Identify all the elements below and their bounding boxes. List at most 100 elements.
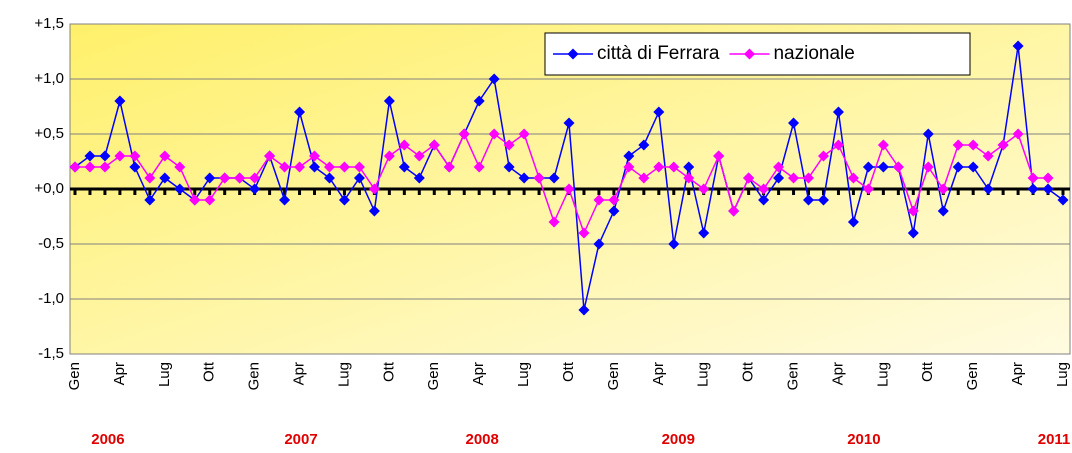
data-point xyxy=(1027,183,1039,195)
data-point xyxy=(788,172,800,184)
x-tick-label: Lug xyxy=(156,362,173,387)
data-point xyxy=(204,172,216,184)
x-tick-label: Lug xyxy=(335,362,352,387)
data-point xyxy=(653,161,665,173)
data-point xyxy=(533,172,545,184)
data-point xyxy=(323,161,335,173)
x-tick-label: Ott xyxy=(380,361,397,382)
data-point xyxy=(1027,172,1039,184)
data-point xyxy=(982,150,994,162)
data-point xyxy=(353,161,365,173)
data-point xyxy=(473,95,485,107)
data-point xyxy=(937,183,949,195)
x-tick-label: Lug xyxy=(515,362,532,387)
x-tick-label: Gen xyxy=(246,362,263,390)
data-point xyxy=(398,139,410,151)
data-point xyxy=(518,128,530,140)
data-point xyxy=(294,161,306,173)
data-point xyxy=(803,172,815,184)
data-point xyxy=(383,150,395,162)
x-tick-label: Lug xyxy=(695,362,712,387)
data-point xyxy=(309,161,321,173)
data-point xyxy=(1012,128,1024,140)
x-tick-label: Apr xyxy=(111,362,128,385)
data-point xyxy=(683,161,695,173)
data-point xyxy=(758,183,770,195)
data-point xyxy=(338,194,350,206)
data-point xyxy=(847,216,859,228)
data-point xyxy=(1012,40,1024,52)
data-point xyxy=(713,150,725,162)
data-point xyxy=(758,194,770,206)
data-point xyxy=(84,150,96,162)
legend-marker xyxy=(567,48,579,60)
x-tick-label: Apr xyxy=(650,362,667,385)
data-point xyxy=(668,238,680,250)
y-tick-label: +0,0 xyxy=(34,180,64,197)
data-point xyxy=(114,95,126,107)
x-tick-label: Gen xyxy=(964,362,981,390)
data-point xyxy=(832,139,844,151)
data-point xyxy=(503,161,515,173)
data-point xyxy=(1042,172,1054,184)
data-point xyxy=(937,205,949,217)
data-point xyxy=(862,161,874,173)
data-point xyxy=(84,161,96,173)
data-point xyxy=(862,183,874,195)
data-point xyxy=(144,172,156,184)
data-point xyxy=(593,194,605,206)
data-point xyxy=(967,161,979,173)
year-label: 2009 xyxy=(662,431,695,448)
data-point xyxy=(698,183,710,195)
data-point xyxy=(279,161,291,173)
data-point xyxy=(159,172,171,184)
data-point xyxy=(159,150,171,162)
data-point xyxy=(922,128,934,140)
data-point xyxy=(683,172,695,184)
data-point xyxy=(473,161,485,173)
data-point xyxy=(997,139,1009,151)
data-point xyxy=(309,150,321,162)
data-point xyxy=(488,128,500,140)
data-point xyxy=(1042,183,1054,195)
data-point xyxy=(877,139,889,151)
year-label: 2011 xyxy=(1038,431,1071,448)
x-tick-label: Gen xyxy=(425,362,442,390)
y-tick-label: +1,5 xyxy=(34,15,64,32)
data-point xyxy=(413,150,425,162)
data-point xyxy=(323,172,335,184)
y-tick-label: +0,5 xyxy=(34,125,64,142)
data-point xyxy=(264,150,276,162)
data-point xyxy=(488,73,500,85)
data-point xyxy=(69,161,81,173)
data-point xyxy=(99,150,111,162)
data-point xyxy=(563,183,575,195)
data-point xyxy=(518,172,530,184)
legend-label: città di Ferrara xyxy=(597,43,720,64)
data-point xyxy=(174,183,186,195)
data-point xyxy=(249,172,261,184)
x-tick-label: Apr xyxy=(829,362,846,385)
data-point xyxy=(189,194,201,206)
x-tick-label: Ott xyxy=(560,361,577,382)
data-point xyxy=(952,139,964,151)
data-point xyxy=(174,161,186,173)
x-tick-label: Gen xyxy=(66,362,83,390)
data-point xyxy=(773,161,785,173)
data-point xyxy=(668,161,680,173)
x-tick-label: Gen xyxy=(605,362,622,390)
x-tick-label: Ott xyxy=(919,361,936,382)
data-point xyxy=(832,106,844,118)
x-tick-label: Apr xyxy=(291,362,308,385)
data-point xyxy=(952,161,964,173)
x-tick-label: Lug xyxy=(1054,362,1071,387)
data-point xyxy=(638,172,650,184)
y-tick-label: -1,5 xyxy=(38,345,64,362)
x-tick-label: Lug xyxy=(874,362,891,387)
data-point xyxy=(578,304,590,316)
data-point xyxy=(907,227,919,239)
x-tick-label: Gen xyxy=(785,362,802,390)
data-point xyxy=(1057,194,1069,206)
data-point xyxy=(877,161,889,173)
